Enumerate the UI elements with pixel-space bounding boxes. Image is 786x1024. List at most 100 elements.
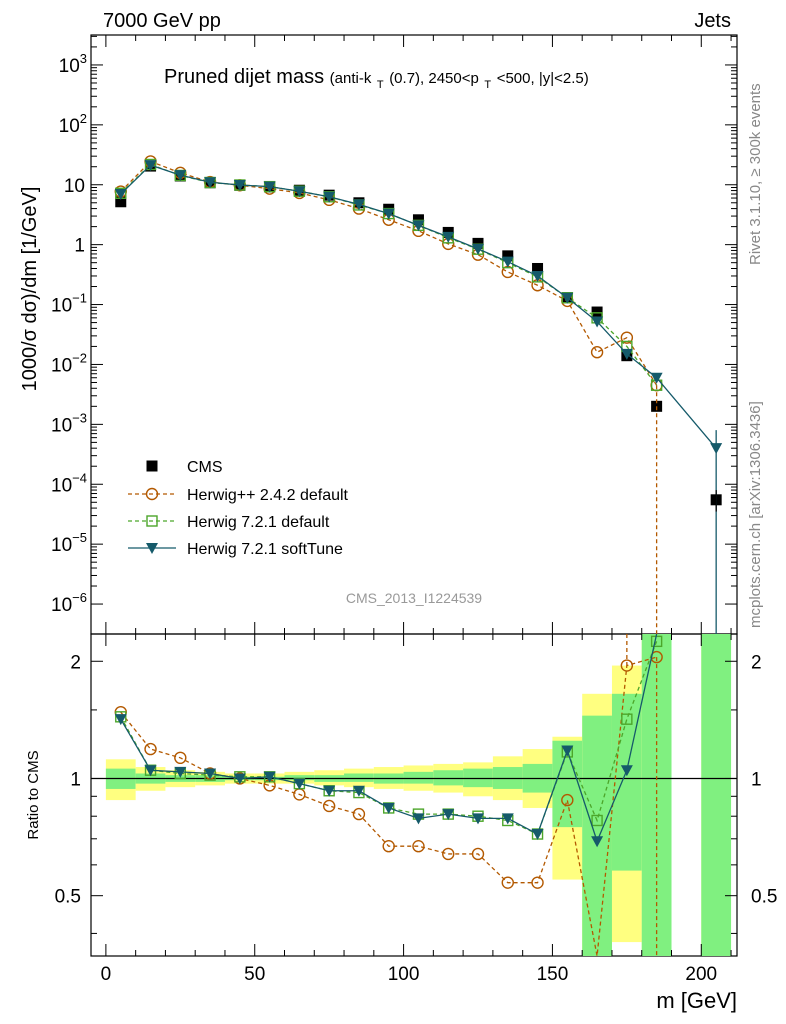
main-point-cms bbox=[532, 262, 544, 274]
ratio-point-herwigpp bbox=[442, 847, 455, 861]
main-point-cms bbox=[472, 237, 484, 249]
ratio-y-axis-title: Ratio to CMS bbox=[25, 750, 42, 839]
header-right: Jets bbox=[694, 10, 731, 32]
ratio-point-softtune bbox=[233, 773, 246, 785]
ratio-point-softtune bbox=[472, 813, 485, 825]
main-point-softtune bbox=[382, 208, 395, 220]
main-point-softtune bbox=[501, 256, 514, 268]
ratio-point-herwig721 bbox=[621, 713, 633, 725]
legend-label-herwigpp: Herwig++ 2.4.2 default bbox=[187, 487, 349, 504]
main-y-tick-label: 10−4 bbox=[51, 470, 87, 496]
ratio-y-tick-label-left: 1 bbox=[70, 769, 81, 790]
chart-title-sub2: (0.7), 2450<p bbox=[389, 70, 479, 87]
band-green-bin bbox=[582, 715, 612, 956]
ratio-point-herwigpp bbox=[531, 876, 544, 889]
chart-title-sub-T: T bbox=[377, 79, 384, 91]
main-point-softtune bbox=[204, 177, 217, 189]
x-axis-title: m [GeV] bbox=[656, 988, 737, 1013]
ratio-point-softtune bbox=[204, 768, 217, 780]
ratio-y-tick-label-left: 2 bbox=[70, 652, 81, 673]
band-green-bin bbox=[701, 634, 732, 956]
ratio-point-herwig721 bbox=[591, 814, 603, 827]
ratio-y-tick-label-right: 2 bbox=[751, 652, 762, 673]
main-y-tick-label: 10−1 bbox=[51, 291, 87, 317]
ratio-point-softtune bbox=[293, 778, 306, 790]
main-y-axis-title: 1000/σ dσ)/dm [1/GeV] bbox=[19, 187, 41, 392]
main-point-herwigpp bbox=[620, 331, 634, 344]
x-tick-label: 150 bbox=[537, 964, 569, 985]
ratio-point-softtune bbox=[323, 785, 336, 797]
main-point-softtune bbox=[472, 243, 485, 255]
ratio-point-softtune bbox=[174, 766, 187, 778]
main-series-layer bbox=[114, 155, 723, 634]
ratio-point-softtune bbox=[382, 802, 395, 814]
ratio-point-herwigpp bbox=[620, 659, 634, 672]
main-point-softtune bbox=[591, 316, 604, 328]
side-label-rivet: Rivet 3.1.10, ≥ 300k events bbox=[747, 83, 764, 265]
ratio-plot-frame bbox=[90, 633, 738, 957]
chart-title-sub: (anti-k bbox=[330, 70, 372, 87]
band-green-bin bbox=[344, 773, 374, 782]
main-line-herwigpp bbox=[120, 160, 658, 386]
main-y-tick-label: 10 bbox=[64, 176, 85, 197]
x-tick-label: 200 bbox=[685, 964, 717, 985]
main-point-cms bbox=[115, 196, 127, 208]
main-point-softtune bbox=[620, 348, 633, 360]
main-point-softtune bbox=[531, 270, 544, 282]
ratio-point-herwigpp bbox=[382, 839, 395, 853]
ratio-point-softtune bbox=[531, 829, 544, 841]
main-y-tick-label: 103 bbox=[59, 51, 87, 77]
band-green-bin bbox=[284, 775, 315, 781]
ratio-point-herwigpp bbox=[501, 876, 514, 889]
main-point-softtune bbox=[412, 220, 425, 232]
ratio-point-softtune bbox=[620, 765, 633, 777]
main-point-softtune bbox=[650, 372, 663, 384]
main-point-cms bbox=[502, 250, 514, 262]
chart-title-sub3: <500, |y|<2.5) bbox=[497, 70, 589, 87]
ratio-point-herwigpp bbox=[352, 807, 366, 821]
chart-title: Pruned dijet mass (anti-k T (0.7), 2450<… bbox=[164, 66, 589, 93]
main-point-softtune bbox=[442, 231, 455, 243]
ratio-point-softtune bbox=[352, 785, 365, 797]
x-tick-label: 50 bbox=[244, 964, 265, 985]
header-left: 7000 GeV pp bbox=[103, 10, 221, 32]
legend-marker-softtune bbox=[146, 543, 158, 554]
ratio-y-tick-label-right: 1 bbox=[751, 769, 762, 790]
ratio-point-softtune bbox=[561, 745, 574, 757]
side-label-mcplots: mcplots.cern.ch [arXiv:1306.3436] bbox=[747, 401, 764, 628]
legend: CMS Herwig++ 2.4.2 default Herwig 7.2.1 de… bbox=[128, 459, 349, 558]
chart-title-main: Pruned dijet mass bbox=[164, 66, 324, 88]
legend-marker-herwigpp bbox=[145, 487, 159, 501]
ratio-point-herwigpp bbox=[412, 839, 425, 853]
main-point-softtune bbox=[293, 186, 306, 198]
main-point-softtune bbox=[323, 191, 336, 203]
ratio-y-tick-label-right: 0.5 bbox=[751, 887, 777, 908]
main-point-cms bbox=[591, 306, 603, 318]
ratio-point-softtune bbox=[114, 714, 127, 726]
main-point-softtune bbox=[263, 181, 276, 193]
mc-uncertainty-bands bbox=[105, 634, 732, 956]
ratio-point-herwigpp bbox=[174, 751, 187, 765]
main-point-softtune bbox=[174, 170, 187, 182]
ratio-point-softtune bbox=[501, 813, 514, 825]
main-y-tick-label: 1 bbox=[74, 236, 85, 257]
main-y-tick-label: 10−5 bbox=[51, 530, 87, 556]
main-point-softtune bbox=[144, 160, 157, 172]
main-point-softtune bbox=[114, 189, 127, 201]
main-y-tick-label: 10−2 bbox=[51, 350, 87, 376]
legend-label-cms: CMS bbox=[187, 459, 223, 476]
main-point-softtune bbox=[352, 199, 365, 211]
ratio-point-softtune bbox=[263, 771, 276, 783]
chart-title-sub-T2: T bbox=[484, 79, 491, 91]
band-green-bin bbox=[403, 771, 434, 784]
legend-marker-herwig721 bbox=[146, 515, 158, 527]
main-point-softtune bbox=[233, 180, 246, 192]
main-line-herwig721 bbox=[120, 163, 658, 386]
legend-label-softtune: Herwig 7.2.1 softTune bbox=[187, 541, 343, 558]
legend-marker-cms bbox=[146, 460, 158, 472]
main-line-softtune bbox=[120, 164, 717, 449]
main-point-herwigpp bbox=[590, 346, 604, 359]
ratio-point-softtune bbox=[591, 836, 604, 848]
ratio-point-herwigpp bbox=[144, 742, 157, 756]
